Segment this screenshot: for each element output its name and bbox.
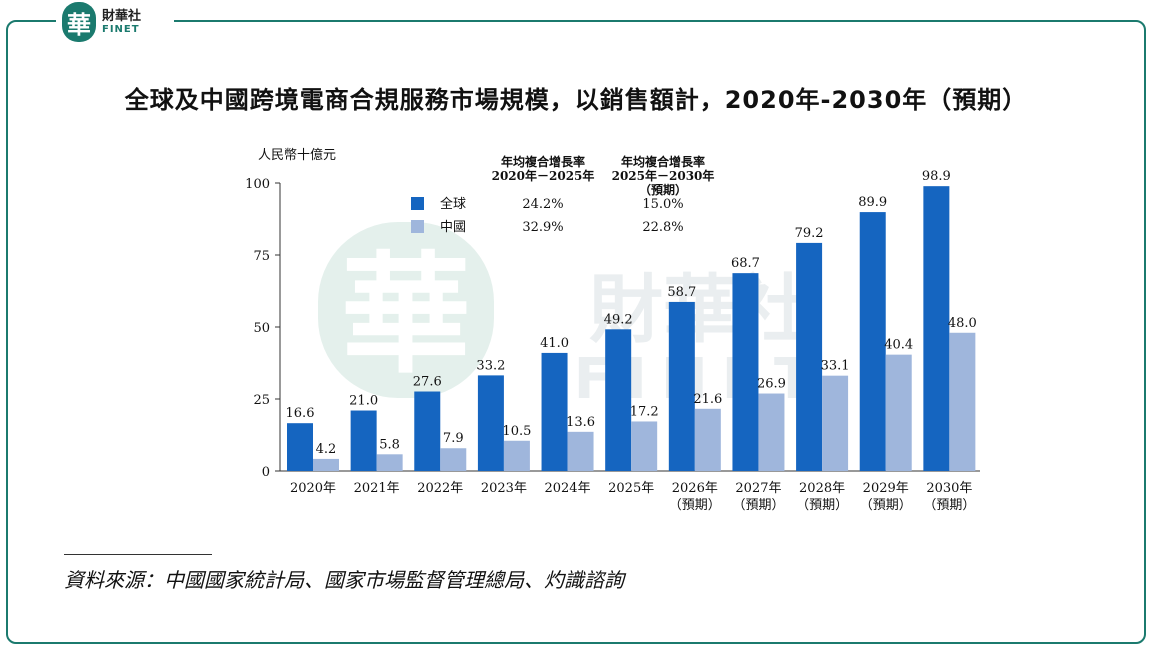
cagr-header: 2025年－2030年 — [612, 168, 715, 183]
cagr-header: （預期） — [639, 182, 687, 197]
data-label: 17.2 — [630, 404, 659, 419]
bar-china — [885, 354, 912, 471]
data-label: 33.2 — [476, 358, 505, 373]
x-tick-label: 2027年 — [735, 481, 781, 496]
data-label: 26.9 — [757, 377, 786, 392]
x-tick-label: （預期） — [923, 498, 975, 513]
watermark-char: 華 — [341, 238, 471, 391]
x-tick-label: 2023年 — [481, 481, 527, 496]
source-divider — [64, 554, 212, 555]
bar-global — [414, 391, 441, 471]
data-label: 5.8 — [379, 437, 400, 452]
data-label: 68.7 — [731, 256, 760, 271]
y-tick-label: 0 — [262, 465, 270, 480]
data-label: 98.9 — [922, 169, 951, 184]
data-label: 40.4 — [884, 338, 913, 353]
bar-china — [567, 431, 594, 471]
legend-label: 中國 — [440, 220, 466, 235]
brand-name-en: FINET — [102, 23, 140, 35]
legend-swatch-china — [411, 220, 424, 233]
data-label: 79.2 — [795, 226, 824, 241]
bar-global — [477, 375, 504, 471]
bar-china — [694, 408, 721, 471]
data-label: 13.6 — [566, 415, 595, 430]
bar-china — [376, 454, 403, 471]
bar-global — [923, 186, 950, 471]
bar-china — [503, 440, 530, 471]
cagr-header: 年均複合增長率 — [621, 154, 705, 169]
data-label: 27.6 — [413, 375, 442, 390]
x-tick-label: 2025年 — [608, 481, 654, 496]
data-label: 41.0 — [540, 336, 569, 351]
cagr-value: 22.8% — [642, 220, 683, 235]
x-tick-label: 2020年 — [290, 481, 336, 496]
bar-global — [859, 212, 886, 471]
bar-global — [541, 352, 568, 471]
brand-logo: 華 財華社 FINET — [56, 0, 174, 44]
data-label: 89.9 — [858, 195, 887, 210]
data-label: 21.0 — [349, 394, 378, 409]
y-tick-label: 100 — [245, 177, 270, 192]
bar-china — [949, 332, 976, 471]
bar-china — [313, 458, 339, 471]
watermark-badge-icon — [318, 222, 494, 398]
cagr-value: 15.0% — [642, 197, 683, 212]
data-label: 58.7 — [667, 285, 696, 300]
data-label: 7.9 — [443, 431, 464, 446]
y-tick-label: 50 — [253, 321, 270, 336]
x-tick-label: 2024年 — [544, 481, 590, 496]
x-tick-label: 2021年 — [354, 481, 400, 496]
chart-bars — [287, 186, 976, 471]
x-tick-label: 2030年 — [926, 481, 972, 496]
x-tick-label: 2026年 — [672, 481, 718, 496]
logo-badge-icon: 華 — [62, 2, 96, 42]
data-label: 48.0 — [948, 316, 977, 331]
cagr-header: 年均複合增長率 — [501, 154, 585, 169]
bar-global — [350, 410, 377, 471]
x-tick-label: （預期） — [669, 498, 721, 513]
cagr-header: 2020年－2025年 — [492, 168, 595, 183]
legend-swatch-global — [411, 197, 424, 210]
y-tick-label: 75 — [253, 249, 270, 264]
x-tick-label: （預期） — [732, 498, 784, 513]
brand-name: 財華社 FINET — [102, 10, 141, 35]
x-tick-label: （預期） — [796, 498, 848, 513]
data-label: 10.5 — [502, 424, 531, 439]
data-label: 33.1 — [821, 359, 850, 374]
data-label: 21.6 — [693, 392, 722, 407]
bar-global — [668, 301, 695, 471]
bar-china — [440, 448, 467, 471]
data-label: 4.2 — [316, 442, 337, 457]
cagr-value: 32.9% — [522, 220, 563, 235]
bar-china — [631, 421, 658, 471]
y-tick-label: 25 — [253, 393, 270, 408]
source-note: 資料來源：中國國家統計局、國家市場監督管理總局、灼識諮詢 — [64, 568, 624, 592]
cagr-value: 24.2% — [522, 197, 563, 212]
x-tick-label: 2022年 — [417, 481, 463, 496]
bar-global — [287, 423, 313, 471]
bar-global — [732, 273, 759, 471]
content-frame — [6, 20, 1146, 644]
data-label: 16.6 — [286, 406, 315, 421]
chart-title: 全球及中國跨境電商合規服務市場規模，以銷售額計，2020年-2030年（預期） — [124, 86, 1028, 114]
chart-labels: 16.6 4.2 2020年 21.0 5.8 2021年 27.6 7.9 2022年 33.2… — [286, 169, 977, 513]
x-tick-label: 2028年 — [799, 481, 845, 496]
legend-cagr-table: 年均複合增長率2020年－2025年年均複合增長率2025年－2030年（預期）… — [411, 154, 714, 235]
data-label: 49.2 — [604, 312, 633, 327]
brand-name-cn: 財華社 — [102, 8, 142, 24]
x-tick-label: （預期） — [860, 498, 912, 513]
bar-china — [822, 375, 849, 471]
legend-label: 全球 — [440, 196, 466, 212]
y-axis-label: 人民幣十億元 — [258, 147, 336, 163]
bar-global — [796, 242, 823, 471]
bar-global — [605, 329, 632, 471]
bar-china — [758, 393, 785, 471]
x-tick-label: 2029年 — [863, 481, 909, 496]
